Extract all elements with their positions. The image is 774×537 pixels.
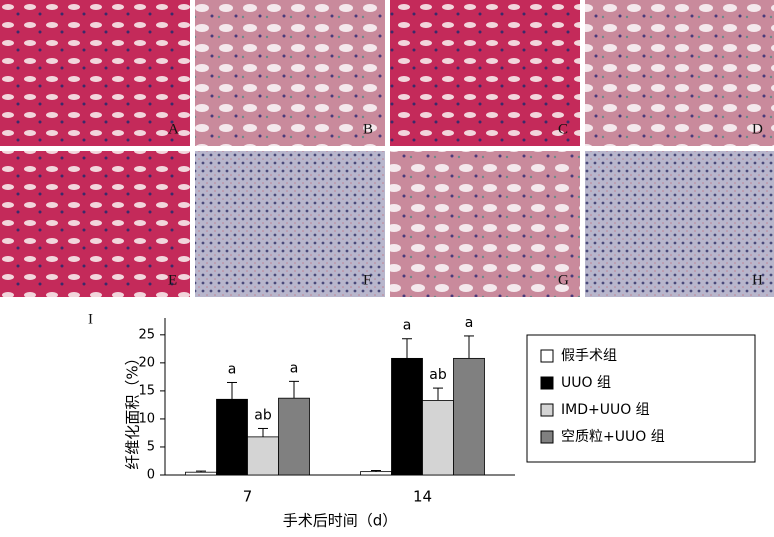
- y-axis-label: 纤维化面积（%）: [124, 350, 142, 469]
- histology-image: [0, 151, 190, 297]
- legend-box: [526, 334, 756, 463]
- y-tick-label: 20: [138, 355, 155, 370]
- legend-label: 假手术组: [561, 348, 617, 364]
- panel-label: E: [168, 272, 177, 288]
- x-axis-label: 手术后时间（d）: [283, 512, 398, 530]
- y-tick-label: 5: [147, 439, 155, 454]
- image-panels: A B C D E F G H: [0, 0, 774, 297]
- histology-image: [390, 151, 580, 297]
- significance-label: a: [465, 315, 474, 331]
- legend-label: UUO 组: [561, 375, 611, 391]
- bar: [216, 398, 248, 476]
- panel-label: I: [88, 311, 93, 327]
- panel-label: C: [558, 121, 568, 137]
- legend-swatch: [540, 403, 554, 417]
- significance-label: ab: [429, 367, 447, 383]
- bar: [422, 400, 454, 476]
- y-tick-label: 25: [138, 327, 155, 342]
- panel-label: H: [752, 272, 763, 288]
- x-tick-label: 14: [413, 488, 432, 506]
- significance-label: ab: [254, 407, 272, 423]
- bar: [247, 436, 279, 476]
- histology-image: [195, 0, 385, 146]
- y-tick-label: 15: [138, 383, 155, 398]
- histology-image: [0, 0, 190, 146]
- panel-label: D: [752, 121, 763, 137]
- legend-swatch: [540, 430, 554, 444]
- bar: [185, 471, 217, 476]
- panel-label: B: [363, 121, 373, 137]
- panel-label: F: [363, 272, 371, 288]
- bar: [391, 357, 423, 476]
- y-tick-label: 0: [147, 468, 155, 483]
- y-tick-label: 10: [138, 411, 155, 426]
- bar: [278, 397, 310, 476]
- histology-image: [390, 0, 580, 146]
- histology-image: [585, 151, 774, 297]
- x-tick-label: 7: [243, 488, 253, 506]
- histology-image: [195, 151, 385, 297]
- significance-label: a: [228, 361, 237, 377]
- legend-label: 空质粒+UUO 组: [561, 429, 665, 445]
- histology-image: [585, 0, 774, 146]
- legend-swatch: [540, 376, 554, 390]
- legend-label: IMD+UUO 组: [561, 402, 650, 418]
- panel-label: A: [168, 121, 179, 137]
- legend-swatch: [540, 349, 554, 363]
- panel-label: G: [558, 272, 569, 288]
- bar: [453, 357, 485, 476]
- significance-label: a: [403, 318, 412, 334]
- bar: [360, 471, 392, 476]
- significance-label: a: [290, 360, 299, 376]
